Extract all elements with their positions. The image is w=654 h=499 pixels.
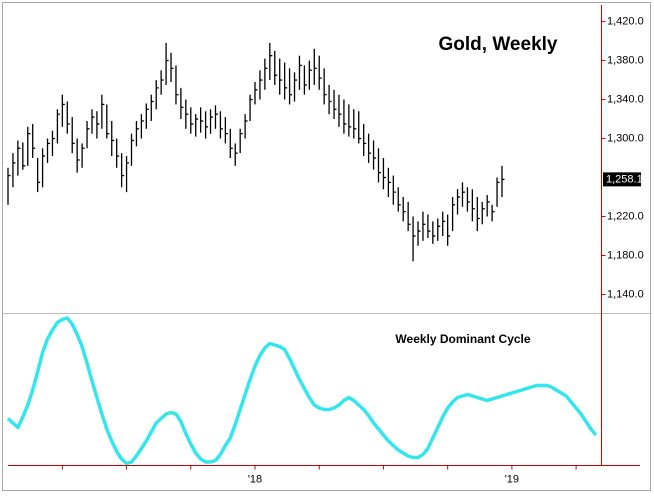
- chart-title: Gold, Weekly: [439, 34, 558, 55]
- y-tick-label: 1,300.0: [607, 132, 644, 144]
- y-tick-label: 1,420.0: [607, 15, 644, 27]
- y-tick-label: 1,380.0: [607, 54, 644, 66]
- x-tick-label: '18: [248, 473, 262, 485]
- cycle-title: Weekly Dominant Cycle: [395, 332, 530, 346]
- x-tick-label: '19: [505, 473, 519, 485]
- last-price-box: [603, 172, 641, 187]
- y-tick-label: 1,180.0: [607, 249, 644, 261]
- frame: [2, 2, 651, 491]
- cycle-line: [6, 316, 598, 466]
- last-price-label: 1,258.1: [606, 173, 643, 185]
- y-tick-label: 1,340.0: [607, 93, 644, 105]
- y-tick-label: 1,220.0: [607, 210, 644, 222]
- y-tick-label: 1,140.0: [607, 288, 644, 300]
